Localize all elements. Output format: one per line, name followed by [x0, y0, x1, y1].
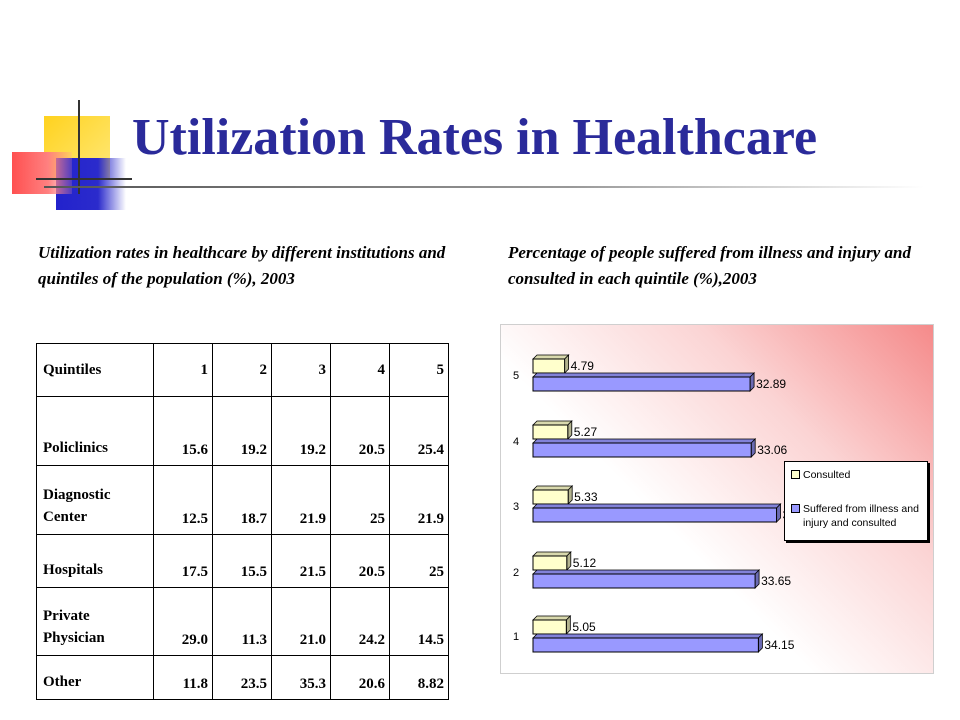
bar-consulted	[532, 424, 569, 440]
bar-suffered	[532, 637, 759, 653]
table-cell: 23.5	[212, 655, 272, 700]
row-label: Hospitals	[36, 534, 154, 588]
table-row: Other 11.8 23.5 35.3 20.6 8.82	[36, 655, 449, 700]
row-label: Private Physician	[36, 587, 154, 656]
bar-consulted	[532, 489, 569, 505]
table-cell: 29.0	[153, 587, 213, 656]
bar-consulted-top	[532, 420, 573, 426]
utilization-table: Quintiles 1 2 3 4 5 Policlinics 15.6 19.…	[36, 343, 449, 700]
table-header-row: Quintiles 1 2 3 4 5	[36, 343, 449, 397]
legend-item: Suffered from illness and injury and con…	[791, 502, 921, 530]
chart-area: 15.0534.1525.1233.6535.3336.945.2733.065…	[500, 324, 934, 674]
bar-suffered-top	[532, 633, 764, 639]
data-label-consulted: 4.79	[571, 359, 595, 373]
table-cell: 11.3	[212, 587, 272, 656]
legend-label: Suffered from illness and injury and con…	[803, 503, 919, 529]
data-label-suffered: 33.06	[757, 443, 787, 457]
table-cell: 25	[389, 534, 449, 588]
data-label-suffered: 34.15	[764, 638, 794, 652]
row-label: Other	[36, 655, 154, 700]
category-tick-label: 4	[513, 436, 519, 448]
header-cell: 3	[271, 343, 331, 397]
table-cell: 12.5	[153, 465, 213, 535]
table-cell: 18.7	[212, 465, 272, 535]
legend-label: Consulted	[803, 469, 851, 481]
chart-caption: Percentage of people suffered from illne…	[508, 243, 911, 288]
header-cell: 2	[212, 343, 272, 397]
bar-suffered-top	[532, 372, 756, 378]
data-label-suffered: 32.89	[756, 377, 786, 391]
table-cell: 21.0	[271, 587, 331, 656]
bar-suffered	[532, 507, 778, 523]
bar-consulted-top	[532, 485, 574, 491]
title-divider	[44, 186, 924, 188]
bar-consulted	[532, 555, 568, 571]
table-cell: 21.5	[271, 534, 331, 588]
table-cell: 14.5	[389, 587, 449, 656]
table-cell: 15.5	[212, 534, 272, 588]
table-cell: 15.6	[153, 396, 213, 466]
row-label: Policlinics	[36, 396, 154, 466]
table-cell: 20.5	[330, 534, 390, 588]
page-title: Utilization Rates in Healthcare	[132, 109, 818, 166]
bar-suffered	[532, 442, 752, 458]
table-cell: 20.5	[330, 396, 390, 466]
legend-item: Consulted	[791, 468, 850, 482]
table-caption: Utilization rates in healthcare by diffe…	[38, 243, 446, 288]
decor-vertical-line	[78, 100, 80, 194]
bar-consulted	[532, 619, 567, 635]
bar-suffered-top	[532, 503, 782, 509]
table-cell: 21.9	[271, 465, 331, 535]
table-row: Private Physician 29.0 11.3 21.0 24.2 14…	[36, 587, 449, 656]
table-cell: 19.2	[271, 396, 331, 466]
chart-legend: Consulted Suffered from illness and inju…	[784, 461, 928, 541]
table-cell: 8.82	[389, 655, 449, 700]
data-label-consulted: 5.33	[574, 490, 598, 504]
bar-consulted-top	[532, 551, 572, 557]
table-row: Diagnostic Center 12.5 18.7 21.9 25 21.9	[36, 465, 449, 535]
row-label: Diagnostic Center	[36, 465, 154, 535]
bar-consulted-top	[532, 354, 570, 360]
legend-swatch-consulted	[791, 470, 800, 479]
bar-suffered	[532, 376, 751, 392]
category-tick-label: 1	[513, 631, 519, 643]
header-cell: Quintiles	[36, 343, 154, 397]
bar-consulted-top	[532, 615, 572, 621]
data-label-consulted: 5.05	[572, 620, 596, 634]
table-cell: 11.8	[153, 655, 213, 700]
bar-suffered	[532, 573, 756, 589]
table-row: Policlinics 15.6 19.2 19.2 20.5 25.4	[36, 396, 449, 466]
table-cell: 35.3	[271, 655, 331, 700]
table-cell: 25	[330, 465, 390, 535]
category-tick-label: 2	[513, 567, 519, 579]
header-cell: 5	[389, 343, 449, 397]
legend-swatch-suffered	[791, 504, 800, 513]
table-cell: 24.2	[330, 587, 390, 656]
header-cell: 4	[330, 343, 390, 397]
bar-consulted	[532, 358, 566, 374]
bar-suffered-top	[532, 569, 761, 575]
table-cell: 20.6	[330, 655, 390, 700]
category-tick-label: 3	[513, 501, 519, 513]
table-row: Hospitals 17.5 15.5 21.5 20.5 25	[36, 534, 449, 588]
bar-chart: 15.0534.1525.1233.6535.3336.945.2733.065…	[513, 354, 806, 653]
table-cell: 19.2	[212, 396, 272, 466]
table-cell: 21.9	[389, 465, 449, 535]
data-label-consulted: 5.27	[574, 425, 598, 439]
bar-suffered-top	[532, 438, 757, 444]
table-cell: 25.4	[389, 396, 449, 466]
data-label-consulted: 5.12	[573, 556, 597, 570]
decor-horizontal-line	[36, 178, 132, 180]
data-label-suffered: 33.65	[761, 574, 791, 588]
table-cell: 17.5	[153, 534, 213, 588]
category-tick-label: 5	[513, 370, 519, 382]
header-cell: 1	[153, 343, 213, 397]
